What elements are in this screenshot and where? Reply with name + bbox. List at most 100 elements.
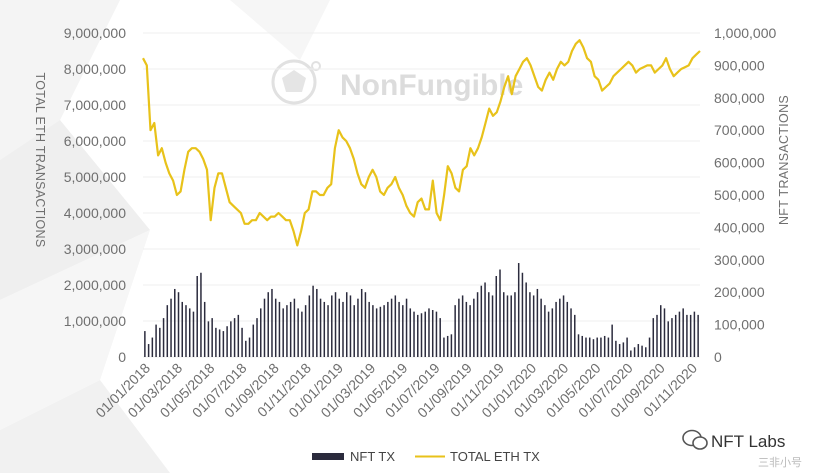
nft-tx-bar	[674, 314, 677, 357]
nft-tx-bar	[304, 305, 307, 357]
nft-tx-bar	[446, 335, 449, 357]
nft-tx-bar	[615, 340, 617, 357]
nft-tx-bar	[469, 305, 471, 357]
nft-tx-bar	[368, 301, 370, 357]
right-tick-label: 300,000	[714, 252, 765, 268]
nft-tx-bar	[697, 314, 699, 357]
nft-tx-bar	[278, 301, 281, 357]
nft-tx-bar	[174, 288, 176, 357]
nft-tx-bar	[529, 292, 531, 357]
nft-tx-bar	[544, 305, 546, 357]
nft-tx-bar	[196, 276, 198, 357]
nft-tx-bar	[506, 295, 509, 357]
nft-tx-bar	[484, 282, 486, 357]
nft-tx-bar	[588, 337, 591, 357]
nft-tx-bar	[379, 306, 382, 357]
nft-tx-bar	[645, 347, 647, 357]
nft-tx-bar	[155, 324, 157, 357]
nft-tx-bar	[428, 308, 430, 357]
nft-tx-bar	[555, 301, 557, 357]
nft-tx-bar	[390, 298, 393, 357]
nft-tx-bar	[633, 347, 636, 357]
watermark-logo-icon	[271, 59, 321, 105]
nft-tx-bar	[293, 298, 296, 357]
nft-tx-bar	[151, 337, 154, 357]
nft-tx-bar	[226, 326, 228, 357]
right-tick-label: 800,000	[714, 90, 765, 106]
background-decoration	[0, 0, 330, 473]
nft-tx-bar	[387, 301, 389, 357]
nft-tx-bar	[465, 301, 468, 357]
nft-tx-bar	[252, 324, 255, 357]
right-tick-label: 200,000	[714, 284, 765, 300]
nft-tx-bar	[245, 340, 247, 357]
nft-tx-bar	[267, 292, 269, 357]
nft-tx-bar	[144, 331, 146, 357]
nft-tx-bar	[532, 295, 535, 357]
right-tick-label: 900,000	[714, 57, 765, 73]
nft-tx-bar	[473, 298, 475, 357]
nft-tx-bar	[260, 308, 262, 357]
x-axis-tick-labels: 01/01/201801/03/201801/05/201801/07/2018…	[92, 360, 700, 421]
nft-tx-bar	[461, 295, 464, 357]
nft-tx-bar	[566, 301, 569, 357]
total-eth-tx-line	[142, 39, 701, 247]
nft-tx-bar	[450, 334, 453, 357]
left-axis-tick-labels: 0 1,000,000 2,000,000 3,000,000 4,000,000 5,0…	[64, 25, 127, 365]
nft-tx-bar	[510, 295, 512, 357]
nft-tx-bar	[630, 350, 632, 357]
nft-tx-bar	[689, 314, 692, 357]
nft-tx-bar	[439, 318, 441, 357]
nft-tx-bar	[248, 337, 251, 357]
gridlines	[143, 32, 700, 358]
nft-tx-bar	[458, 298, 460, 357]
nft-tx-bar	[147, 344, 150, 357]
nft-tx-bar	[652, 318, 655, 357]
legend: NFT TX TOTAL ETH TX	[312, 449, 540, 464]
nft-tx-bar	[319, 298, 322, 357]
wechat-icon	[682, 429, 708, 450]
nft-tx-bar	[357, 298, 359, 357]
nft-tx-bar	[431, 310, 434, 357]
nft-tx-bar	[170, 298, 172, 357]
nft-tx-bar	[413, 311, 415, 357]
nft-tx-bar	[405, 298, 408, 357]
nft-tx-bar	[663, 308, 666, 357]
nft-tx-bar	[402, 305, 404, 357]
right-tick-label: 600,000	[714, 155, 765, 171]
left-tick-label: 4,000,000	[64, 205, 126, 221]
left-tick-label: 6,000,000	[64, 133, 126, 149]
left-tick-label: 5,000,000	[64, 169, 126, 185]
nft-tx-bar	[577, 334, 580, 357]
nft-tx-bar	[454, 305, 456, 357]
nft-tx-bar	[308, 295, 311, 357]
brand: NFT Labs 三非小号	[682, 429, 802, 469]
total-eth-tx-series-line	[142, 39, 701, 247]
nft-tx-bar	[334, 292, 337, 357]
nft-tx-bar	[203, 301, 206, 357]
nft-tx-bar	[678, 311, 681, 357]
nft-tx-bar	[656, 314, 658, 357]
nft-tx-bar	[207, 321, 210, 357]
legend-label-nft-tx: NFT TX	[350, 449, 395, 464]
nft-tx-bar	[297, 308, 299, 357]
nft-tx-bar	[603, 335, 606, 357]
nft-tx-bar	[488, 292, 490, 357]
right-tick-label: 100,000	[714, 317, 765, 333]
nft-tx-bar	[200, 272, 202, 357]
nft-tx-bar	[600, 337, 602, 357]
nft-tx-bar	[491, 295, 494, 357]
nft-tx-bar	[671, 318, 673, 357]
nft-tx-bar	[547, 311, 550, 357]
left-tick-label: 1,000,000	[64, 313, 126, 329]
nft-tx-bar	[398, 301, 400, 357]
left-tick-label: 8,000,000	[64, 61, 126, 77]
watermark: NonFungible	[271, 59, 523, 105]
nft-tx-bar	[570, 308, 572, 357]
nft-tx-bar	[282, 308, 284, 357]
nft-tx-bar	[626, 337, 628, 357]
nft-tx-bar	[495, 276, 498, 357]
nft-tx-bar	[222, 331, 225, 357]
nft-tx-bar	[648, 337, 651, 357]
